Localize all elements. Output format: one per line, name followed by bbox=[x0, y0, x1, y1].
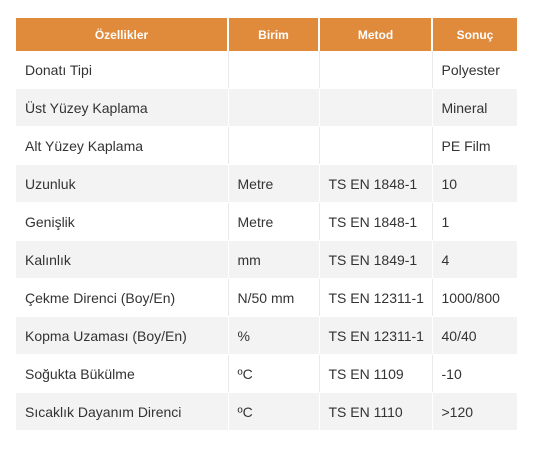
cell-method: TS EN 1848-1 bbox=[319, 202, 433, 241]
cell-feature: Kalınlık bbox=[16, 240, 229, 279]
cell-method: TS EN 1849-1 bbox=[319, 240, 433, 279]
cell-result: 10 bbox=[432, 164, 517, 203]
cell-feature: Soğukta Bükülme bbox=[16, 354, 229, 393]
cell-unit: mm bbox=[228, 240, 320, 279]
cell-feature: Çekme Direnci (Boy/En) bbox=[16, 278, 229, 317]
cell-feature: Sıcaklık Dayanım Direnci bbox=[16, 392, 229, 431]
cell-method: TS EN 12311-1 bbox=[319, 278, 433, 317]
cell-unit bbox=[228, 126, 320, 165]
cell-method: TS EN 1109 bbox=[319, 354, 433, 393]
cell-method: TS EN 12311-1 bbox=[319, 316, 433, 355]
header-ozellikler: Özellikler bbox=[16, 18, 229, 51]
table-row: Kalınlık mm TS EN 1849-1 4 bbox=[16, 240, 517, 279]
cell-unit: % bbox=[228, 316, 320, 355]
table-row: Soğukta Bükülme ºC TS EN 1109 -10 bbox=[16, 354, 517, 393]
cell-result: Polyester bbox=[432, 51, 517, 89]
cell-unit: Metre bbox=[228, 164, 320, 203]
table-row: Donatı Tipi Polyester bbox=[16, 51, 517, 89]
header-sonuc: Sonuç bbox=[432, 18, 517, 51]
table-row: Alt Yüzey Kaplama PE Film bbox=[16, 126, 517, 165]
cell-result: 1 bbox=[432, 202, 517, 241]
cell-unit bbox=[228, 51, 320, 89]
table-row: Kopma Uzaması (Boy/En) % TS EN 12311-1 4… bbox=[16, 316, 517, 355]
header-birim: Birim bbox=[228, 18, 320, 51]
cell-result: PE Film bbox=[432, 126, 517, 165]
cell-method: TS EN 1848-1 bbox=[319, 164, 433, 203]
table-row: Sıcaklık Dayanım Direnci ºC TS EN 1110 >… bbox=[16, 392, 517, 431]
cell-feature: Kopma Uzaması (Boy/En) bbox=[16, 316, 229, 355]
table-header-row: Özellikler Birim Metod Sonuç bbox=[16, 18, 517, 51]
cell-result: 40/40 bbox=[432, 316, 517, 355]
cell-feature: Uzunluk bbox=[16, 164, 229, 203]
cell-result: 1000/800 bbox=[432, 278, 517, 317]
cell-result: 4 bbox=[432, 240, 517, 279]
table-row: Uzunluk Metre TS EN 1848-1 10 bbox=[16, 164, 517, 203]
cell-method bbox=[319, 88, 433, 127]
header-metod: Metod bbox=[319, 18, 433, 51]
cell-result: >120 bbox=[432, 392, 517, 431]
cell-unit: Metre bbox=[228, 202, 320, 241]
cell-unit bbox=[228, 88, 320, 127]
cell-unit: ºC bbox=[228, 392, 320, 431]
cell-result: -10 bbox=[432, 354, 517, 393]
table-row: Genişlik Metre TS EN 1848-1 1 bbox=[16, 202, 517, 241]
table-row: Üst Yüzey Kaplama Mineral bbox=[16, 88, 517, 127]
cell-feature: Donatı Tipi bbox=[16, 51, 229, 89]
cell-feature: Üst Yüzey Kaplama bbox=[16, 88, 229, 127]
cell-method bbox=[319, 126, 433, 165]
cell-unit: N/50 mm bbox=[228, 278, 320, 317]
cell-result: Mineral bbox=[432, 88, 517, 127]
cell-unit: ºC bbox=[228, 354, 320, 393]
cell-feature: Alt Yüzey Kaplama bbox=[16, 126, 229, 165]
cell-method: TS EN 1110 bbox=[319, 392, 433, 431]
cell-method bbox=[319, 51, 433, 89]
cell-feature: Genişlik bbox=[16, 202, 229, 241]
spec-table-container: Özellikler Birim Metod Sonuç Donatı Tipi… bbox=[16, 18, 517, 431]
spec-table: Özellikler Birim Metod Sonuç Donatı Tipi… bbox=[16, 18, 517, 431]
table-row: Çekme Direnci (Boy/En) N/50 mm TS EN 123… bbox=[16, 278, 517, 317]
